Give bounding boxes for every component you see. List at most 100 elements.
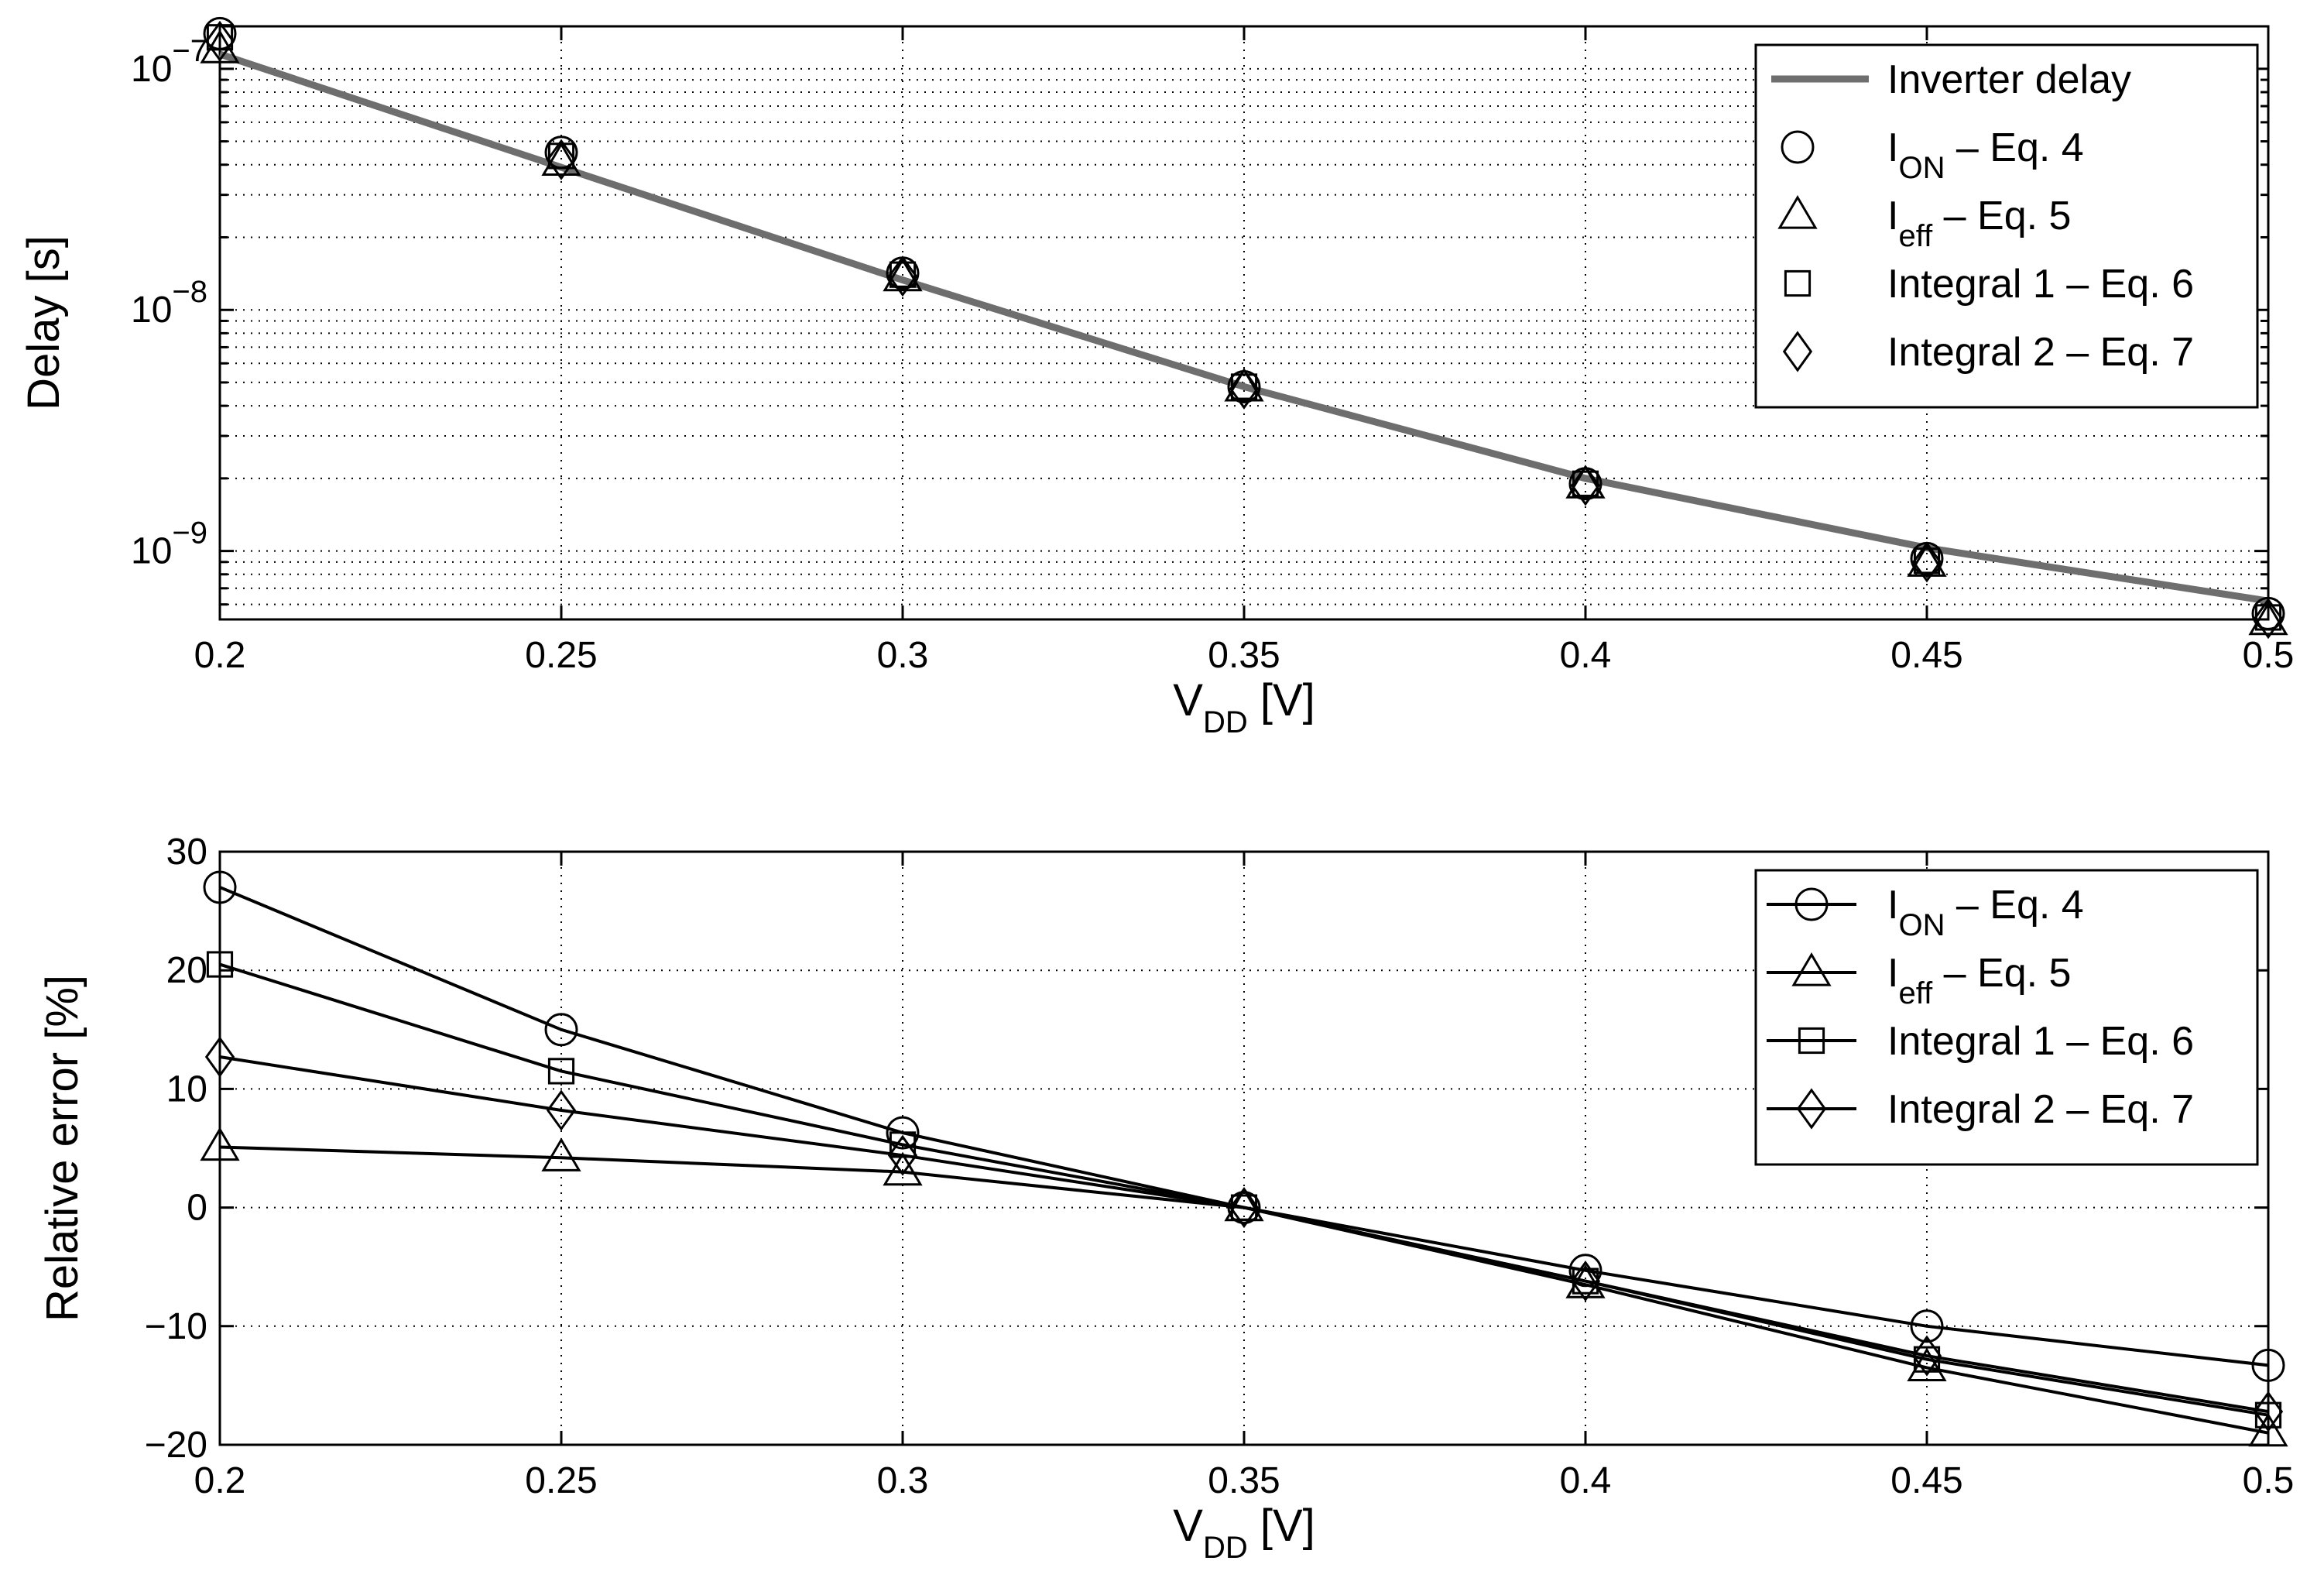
delay-chart: 0.2 0.25 0.3 0.35 0.4 0.45 0.510−710−810−9VDD …	[19, 16, 2294, 739]
data-point-square	[547, 1058, 575, 1085]
legend-label-main: Integral 2 – Eq. 7	[1887, 330, 2194, 375]
data-point-diamond	[546, 139, 577, 180]
legend-marker-square	[1784, 269, 1812, 297]
data-point-diamond	[1229, 1187, 1260, 1229]
data-point-triangle	[1907, 1347, 1947, 1382]
data-point-diamond	[887, 1134, 918, 1176]
y-tick-label: 0	[187, 1188, 207, 1229]
data-point-triangle	[2248, 601, 2288, 636]
legend-label-subscript: ON	[1898, 151, 1945, 185]
legend-entry: Ieff – Eq. 5	[1777, 194, 2071, 253]
legend-entry: Integral 2 – Eq. 7	[1767, 1087, 2194, 1132]
x-tick-label: 0.35	[1208, 635, 1280, 676]
legend-label: ION – Eq. 4	[1887, 125, 2084, 185]
data-point-diamond	[2253, 1391, 2284, 1432]
legend-entry: Ieff – Eq. 5	[1767, 951, 2071, 1010]
legend-label: Ieff – Eq. 5	[1887, 951, 2071, 1010]
x-tick-label: 0.5	[2243, 1460, 2295, 1501]
x-axis-label-unit: [V]	[1248, 675, 1315, 725]
data-point-square	[206, 24, 234, 51]
x-tick-label: 0.25	[525, 1460, 597, 1501]
legend-label: Integral 2 – Eq. 7	[1887, 330, 2194, 375]
y-tick-label: 10	[166, 1068, 207, 1110]
data-point-triangle	[541, 142, 581, 176]
legend-label-subscript: ON	[1898, 908, 1945, 942]
legend-box	[1754, 43, 2259, 409]
series-3	[204, 1036, 2284, 1432]
legend-entry: Inverter delay	[1771, 57, 2131, 102]
series-4	[204, 20, 2284, 640]
x-axis-label-subscript: DD	[1203, 705, 1248, 739]
data-point-diamond	[204, 1036, 235, 1078]
data-point-triangle	[541, 1137, 581, 1171]
data-point-triangle	[1224, 367, 1264, 402]
legend-label: Integral 1 – Eq. 6	[1887, 1019, 2194, 1064]
y-tick-label: 10−8	[131, 275, 207, 331]
legend-entry: Integral 1 – Eq. 6	[1784, 262, 2194, 307]
axes-box	[218, 25, 2270, 621]
legend-label-main: Integral 2 – Eq. 7	[1887, 1087, 2194, 1132]
x-tick-label: 0.3	[877, 1460, 929, 1501]
legend-label-main: I	[1887, 125, 1898, 170]
data-point-circle	[2251, 1348, 2285, 1382]
data-point-triangle	[200, 1127, 240, 1161]
data-point-circle	[544, 1013, 578, 1047]
legend-entry: Integral 2 – Eq. 7	[1782, 330, 2194, 375]
legend-label-main: I	[1887, 951, 1898, 996]
y-axis-label: Relative error [%]	[37, 975, 87, 1322]
legend-label-main: Integral 1 – Eq. 6	[1887, 1019, 2194, 1064]
legend-label: Integral 1 – Eq. 6	[1887, 262, 2194, 307]
relative-error-chart: 0.2 0.25 0.3 0.35 0.4 0.45 0.5 30 20 10 0 −10 −20 VDD…	[37, 832, 2294, 1565]
data-point-diamond	[546, 1089, 577, 1131]
legend-label-subscript: eff	[1898, 219, 1933, 253]
data-point-circle	[1910, 1309, 1944, 1343]
legend-entry: ION – Eq. 4	[1781, 125, 2084, 185]
legend-label: Ieff – Eq. 5	[1887, 194, 2071, 253]
y-tick-exponent: −8	[172, 275, 207, 309]
y-tick-label: −10	[145, 1306, 207, 1347]
data-point-triangle	[883, 257, 923, 292]
legend-marker-diamond	[1782, 331, 1813, 372]
y-tick-base: 10	[131, 290, 172, 331]
y-tick-label: 10−9	[131, 516, 207, 572]
x-axis-label-main: V	[1173, 675, 1203, 725]
x-tick-label: 0.45	[1890, 1460, 1962, 1501]
data-point-diamond	[1911, 1335, 1942, 1377]
x-tick-label: 0.4	[1560, 1460, 1612, 1501]
x-tick-label: 0.2	[194, 1460, 246, 1501]
legend-marker-circle	[1794, 887, 1829, 921]
legend-label-rest: – Eq. 4	[1945, 125, 2083, 170]
data-point-diamond	[1911, 541, 1942, 583]
x-tick-label: 0.25	[525, 635, 597, 676]
x-axis-label: VDD [V]	[1173, 675, 1315, 739]
x-axis-label-unit: [V]	[1248, 1501, 1315, 1551]
y-tick-label: 20	[166, 950, 207, 991]
data-point-triangle	[1907, 543, 1947, 577]
legend-entry: Integral 1 – Eq. 6	[1767, 1019, 2194, 1064]
data-point-diamond	[887, 256, 918, 297]
legend-marker-triangle	[1777, 195, 1818, 229]
legend-label: Integral 2 – Eq. 7	[1887, 1087, 2194, 1132]
y-tick-label: 30	[166, 832, 207, 873]
x-tick-label: 0.35	[1208, 1460, 1280, 1501]
y-tick-base: 10	[131, 49, 172, 90]
data-point-triangle	[2248, 1412, 2288, 1447]
data-point-circle	[1227, 1191, 1261, 1225]
legend-marker-diamond	[1796, 1088, 1827, 1130]
data-point-circle	[886, 1116, 920, 1150]
legend-label-main: I	[1887, 883, 1898, 928]
legend-entry: ION – Eq. 4	[1767, 883, 2084, 942]
y-axis-label: Delay [s]	[19, 235, 69, 410]
y-tick-base: 10	[131, 531, 172, 572]
legend-label-main: Integral 1 – Eq. 6	[1887, 262, 2194, 307]
data-point-diamond	[1229, 368, 1260, 410]
legend-label: ION – Eq. 4	[1887, 883, 2084, 942]
legend-label-rest: – Eq. 5	[1932, 951, 2071, 996]
legend-label-rest: – Eq. 5	[1932, 194, 2071, 238]
data-point-diamond	[1570, 465, 1601, 506]
x-tick-label: 0.45	[1890, 635, 1962, 676]
legend-marker-square	[1798, 1027, 1825, 1055]
legend-label-subscript: eff	[1898, 976, 1933, 1010]
